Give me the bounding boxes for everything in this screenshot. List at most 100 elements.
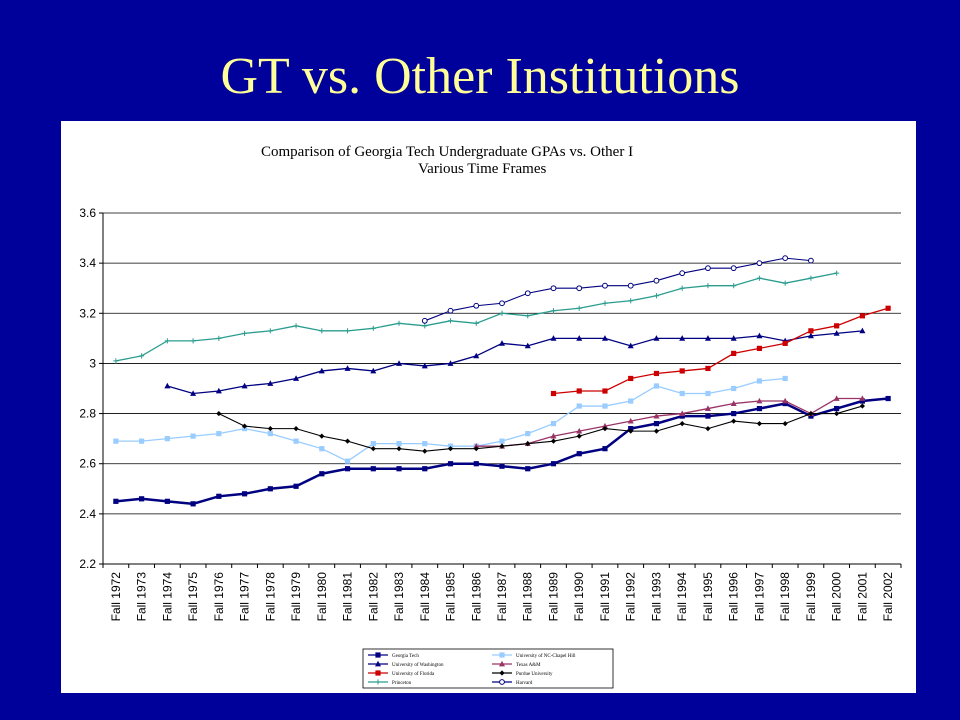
data-point [396,466,402,472]
data-point [525,441,531,447]
x-tick-label: Fall 1984 [418,572,432,622]
series-lines [113,255,891,507]
data-point [396,441,402,447]
data-point [705,365,711,372]
data-point [447,461,454,467]
x-tick-label: Fall 1997 [752,572,766,622]
data-point [653,293,660,299]
series-harvard [421,255,814,324]
legend-label: Purdue University [516,672,553,677]
data-point [782,340,788,346]
data-point [782,397,789,404]
data-point [164,382,171,389]
data-point [628,428,634,434]
data-point [782,375,788,382]
data-point [164,498,170,504]
data-point [704,335,711,341]
data-point [705,283,711,289]
data-point [499,300,505,307]
x-tick-label: Fall 2000 [830,572,844,622]
y-tick-label: 3.4 [79,256,96,270]
data-point [885,395,891,402]
data-point [344,365,351,371]
legend-label: Princeton [392,681,412,686]
x-tick-label: Fall 2002 [881,572,895,622]
data-point [164,338,170,344]
data-point [241,491,248,497]
data-point [525,466,531,472]
x-tick-label: Fall 1978 [263,572,277,622]
data-point [576,427,583,434]
data-point [859,403,865,409]
data-point [833,395,840,401]
data-point [602,300,608,306]
data-point [859,398,865,404]
data-point [344,438,351,444]
data-point [576,285,583,292]
data-point [628,398,634,404]
data-point [139,353,145,359]
series-purdue-university [216,403,865,454]
data-point [679,413,685,419]
data-point [653,428,660,434]
data-point [808,257,814,264]
x-tick-label: Fall 1976 [212,572,226,622]
y-tick-label: 2.8 [79,407,96,421]
data-point [215,387,222,394]
data-point [834,410,840,417]
data-point [705,265,711,272]
y-tick-label: 3.6 [79,206,96,220]
legend-item: Georgia Tech [368,652,419,659]
series-line [115,272,837,362]
data-point [653,412,660,419]
data-point [370,441,376,447]
data-point [756,397,763,404]
data-point [756,421,763,427]
data-point [731,283,737,289]
data-point [241,382,248,389]
data-point [627,417,634,424]
x-tick-label: Fall 1983 [392,572,406,622]
data-point [525,431,531,437]
data-point [859,327,866,334]
data-point [241,330,248,336]
data-point [499,463,505,469]
data-point [550,285,557,292]
y-tick-label: 2.4 [79,507,96,521]
x-tick-label: Fall 1982 [366,572,380,622]
data-point [601,335,608,341]
x-tick-label: Fall 1996 [727,572,741,622]
y-tick-label: 3 [89,356,96,370]
data-point [139,438,145,444]
data-point [241,423,248,429]
data-point [576,305,582,311]
data-point [705,413,711,419]
data-point [370,466,376,472]
data-point [190,390,197,396]
data-point [113,498,119,504]
series-princeton [113,270,840,364]
data-point [190,501,196,507]
data-point [550,308,557,314]
legend-label: Georgia Tech [392,654,419,659]
data-point [396,320,402,326]
data-point [473,461,479,467]
data-point [267,431,273,437]
data-point [190,433,196,439]
data-point [473,446,479,452]
slide-title: GT vs. Other Institutions [220,48,740,105]
data-point [550,432,557,439]
data-point [705,426,711,432]
data-point [756,378,763,384]
x-tick-label: Fall 1995 [701,572,715,622]
data-point [756,332,763,339]
legend-item: Texas A&M [492,660,541,668]
data-point [422,466,428,472]
data-point [679,285,685,291]
data-point [164,436,170,442]
x-tick-label: Fall 1988 [521,572,535,622]
legend-item: University of Washington [368,660,444,668]
data-point [576,335,583,341]
legend-label: University of Washington [392,663,444,668]
legend-label: Harvard [516,681,533,686]
